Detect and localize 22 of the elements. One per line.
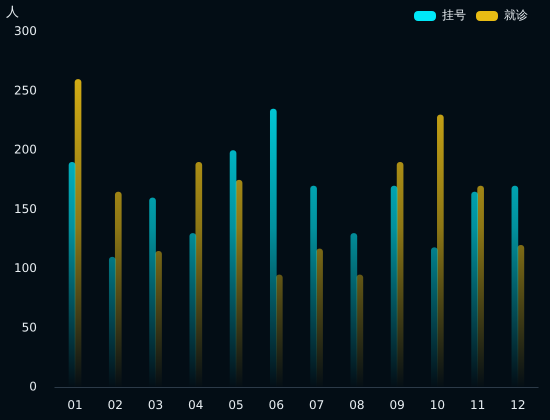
x-tick-label: 05 xyxy=(228,398,244,412)
legend-label: 挂号 xyxy=(442,8,466,22)
y-tick-label: 0 xyxy=(29,380,37,394)
x-tick-label: 09 xyxy=(389,398,405,412)
x-tick-label: 08 xyxy=(349,398,364,412)
y-tick-label: 50 xyxy=(22,320,37,334)
y-tick-label: 150 xyxy=(14,202,37,216)
x-tick-label: 04 xyxy=(188,398,204,412)
x-tick-label: 10 xyxy=(430,398,445,412)
y-tick-label: 200 xyxy=(14,142,37,157)
x-tick-label: 01 xyxy=(67,398,83,412)
x-tick-label: 06 xyxy=(268,398,284,412)
x-tick-label: 12 xyxy=(510,398,526,412)
legend-label: 就诊 xyxy=(504,8,528,22)
x-tick-label: 07 xyxy=(308,398,324,412)
y-tick-label: 250 xyxy=(14,83,37,98)
y-tick-label: 100 xyxy=(14,261,37,276)
x-tick-label: 03 xyxy=(148,398,164,412)
y-axis-title: 人 xyxy=(6,4,19,20)
x-tick-label: 02 xyxy=(108,398,123,412)
x-tick-label: 11 xyxy=(470,398,486,412)
y-tick-label: 300 xyxy=(14,24,37,38)
